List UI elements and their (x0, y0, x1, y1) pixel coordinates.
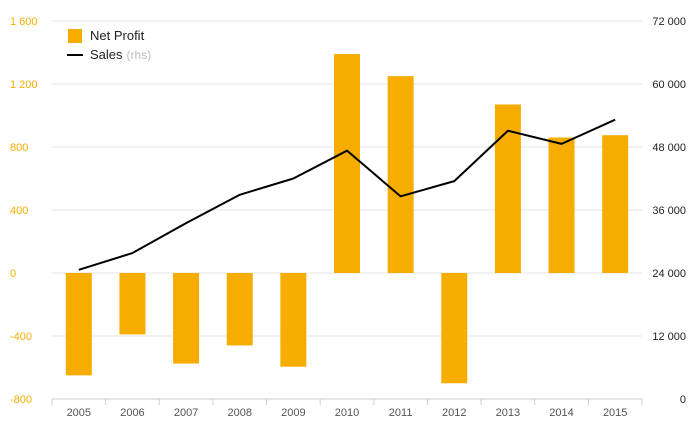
net-profit-bar (65, 273, 92, 376)
legend-label-net-profit: Net Profit (90, 28, 145, 43)
x-axis-tick-label: 2008 (227, 407, 251, 419)
left-axis-tick-label: 400 (10, 205, 28, 217)
net-profit-bar (548, 137, 575, 273)
right-axis-tick-label: 48 000 (652, 142, 686, 154)
x-axis-tick-label: 2005 (67, 407, 91, 419)
left-axis-tick-label: 1 600 (10, 16, 38, 28)
axes (51, 398, 643, 405)
sales-line (78, 118, 616, 271)
left-axis-tick-label: 1 200 (10, 79, 38, 91)
net-profit-bars (65, 54, 629, 384)
left-axis-tick-label: 0 (10, 268, 16, 280)
x-axis-tick-label: 2012 (442, 407, 466, 419)
x-axis-tick-label: 2006 (120, 407, 144, 419)
legend-sales-suffix: (rhs) (127, 48, 152, 62)
right-axis-tick-label: 24 000 (652, 268, 686, 280)
right-axis-tick-label: 60 000 (652, 79, 686, 91)
left-axis-tick-label: -400 (10, 331, 32, 343)
legend-sales-name: Sales (90, 47, 123, 62)
left-axis-tick-label: -800 (10, 394, 32, 406)
right-axis-tick-label: 0 (680, 394, 686, 406)
net-profit-bar (602, 135, 629, 273)
right-axis-tick-label: 12 000 (652, 331, 686, 343)
x-axis-tick-label: 2007 (174, 407, 198, 419)
net-profit-bar (226, 273, 253, 346)
net-profit-bar (173, 273, 200, 364)
x-axis-tick-label: 2013 (496, 407, 520, 419)
left-axis-tick-label: 800 (10, 142, 28, 154)
x-axis-tick-label: 2009 (281, 407, 305, 419)
net-profit-bar (334, 54, 360, 274)
x-axis-tick-label: 2010 (335, 407, 359, 419)
net-profit-bar (387, 76, 414, 273)
right-axis-tick-label: 72 000 (652, 16, 686, 28)
x-axis-ticks: 2005 2006 2007 2008 2009 2010 2011 2012 2013 2014… (67, 407, 628, 419)
net-profit-bar (441, 273, 468, 384)
legend-label-sales: Sales (rhs) (90, 47, 151, 62)
left-axis-ticks: 1 600 1 200 800 400 0 -400 -800 (10, 16, 38, 406)
x-axis-tick-label: 2015 (603, 407, 627, 419)
net-profit-bar (280, 273, 307, 367)
x-axis-tick-label: 2014 (549, 407, 573, 419)
right-axis-tick-label: 36 000 (652, 205, 686, 217)
legend-swatch-net-profit (68, 29, 82, 43)
right-axis-ticks: 72 000 60 000 48 000 36 000 24 000 12 000 0 (652, 16, 686, 406)
net-profit-bar (119, 273, 146, 335)
legend: Net Profit Sales (rhs) (67, 28, 151, 62)
x-axis-tick-label: 2011 (389, 407, 413, 419)
